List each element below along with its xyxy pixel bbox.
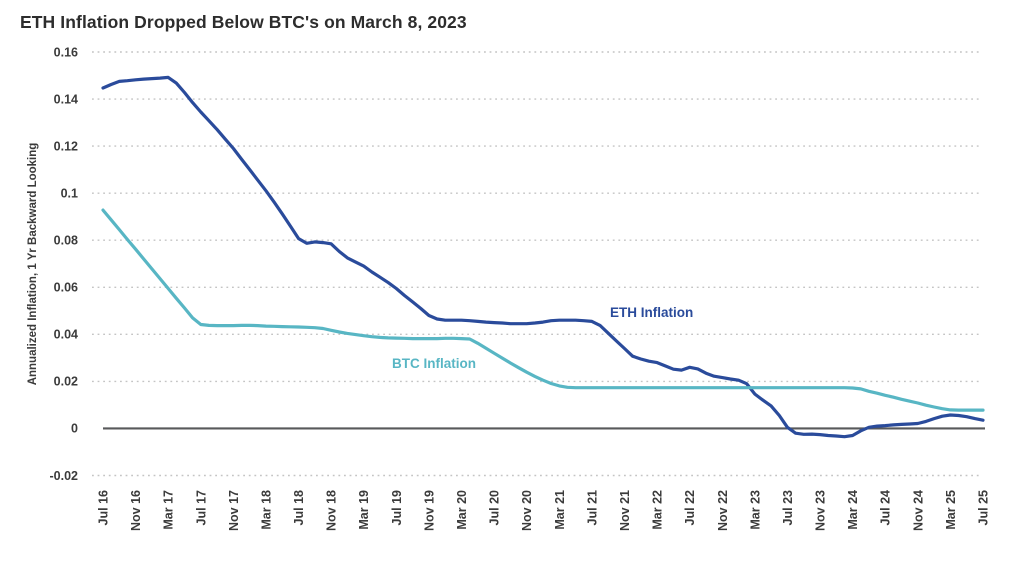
x-tick-label: Mar 18 — [259, 490, 273, 530]
x-tick-label: Mar 22 — [651, 490, 665, 530]
x-tick-label: Nov 18 — [325, 490, 339, 531]
btc-inflation-label: BTC Inflation — [392, 356, 476, 371]
y-tick-label: 0.12 — [54, 139, 78, 153]
y-axis-title: Annualized Inflation, 1 Yr Backward Look… — [27, 143, 39, 386]
x-tick-label: Mar 17 — [162, 490, 176, 530]
eth-inflation-line — [101, 75, 985, 439]
x-tick-label: Jul 23 — [781, 490, 795, 525]
x-tick-label: Jul 19 — [390, 490, 404, 525]
x-tick-label: Nov 21 — [618, 490, 632, 531]
x-tick-label: Mar 20 — [455, 490, 469, 530]
y-tick-label: 0.02 — [54, 375, 78, 389]
x-tick-label: Mar 21 — [553, 490, 567, 530]
x-tick-label: Nov 17 — [227, 490, 241, 531]
x-tick-label: Nov 19 — [422, 490, 436, 531]
y-tick-label: 0.16 — [54, 45, 78, 59]
x-tick-label: Nov 20 — [520, 490, 534, 531]
y-tick-label: 0.08 — [54, 234, 78, 248]
y-tick-label: -0.02 — [50, 469, 79, 483]
x-tick-label: Nov 24 — [911, 490, 925, 531]
y-tick-label: 0.14 — [54, 92, 78, 106]
y-tick-label: 0.06 — [54, 281, 78, 295]
x-tick-label: Jul 17 — [194, 490, 208, 525]
x-tick-label: Nov 16 — [129, 490, 143, 531]
y-tick-label: 0.04 — [54, 328, 78, 342]
x-tick-label: Mar 25 — [944, 490, 958, 530]
eth-inflation-label: ETH Inflation — [610, 305, 693, 320]
btc-inflation-line — [101, 208, 985, 412]
x-tick-label: Jul 16 — [97, 490, 111, 525]
x-tick-label: Jul 21 — [585, 490, 599, 525]
x-tick-label: Jul 24 — [879, 490, 893, 525]
x-tick-label: Jul 22 — [683, 490, 697, 525]
y-tick-label: 0.1 — [61, 186, 78, 200]
x-tick-label: Jul 25 — [977, 490, 991, 525]
x-tick-label: Mar 23 — [748, 490, 762, 530]
x-tick-label: Mar 24 — [846, 490, 860, 530]
x-tick-label: Nov 22 — [716, 490, 730, 531]
x-tick-label: Jul 20 — [488, 490, 502, 525]
x-tick-label: Mar 19 — [357, 490, 371, 530]
y-tick-label: 0 — [71, 422, 78, 436]
x-tick-label: Nov 23 — [814, 490, 828, 531]
chart-title: ETH Inflation Dropped Below BTC's on Mar… — [20, 12, 467, 32]
x-tick-label: Jul 18 — [292, 490, 306, 525]
